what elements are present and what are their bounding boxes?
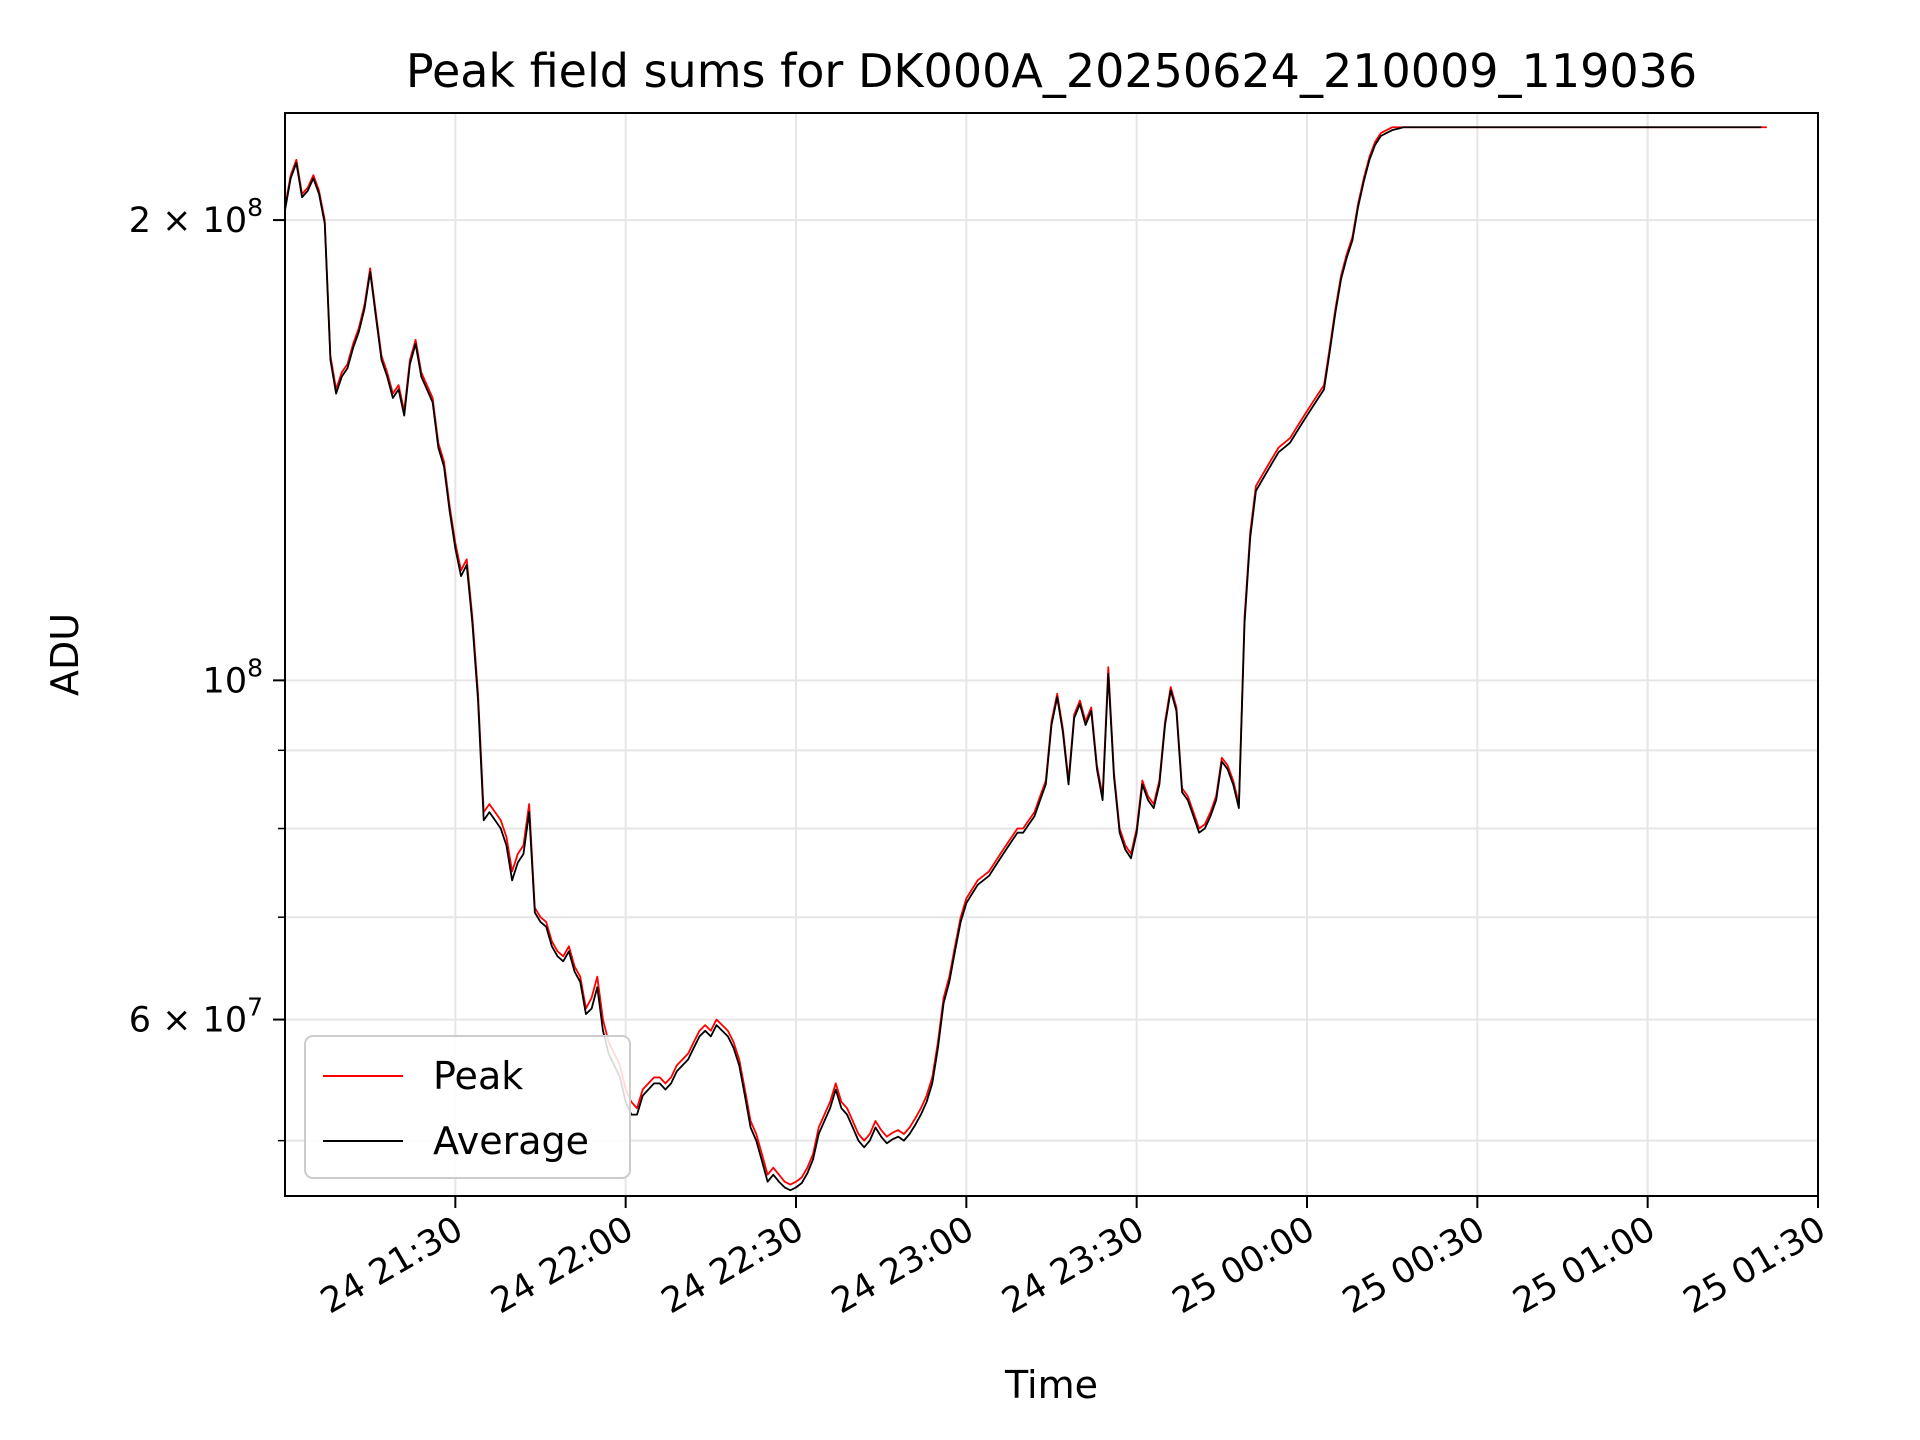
x-tick-label: 24 22:30	[655, 1209, 811, 1322]
series-line-average	[285, 126, 1762, 1192]
series-line-peak	[285, 126, 1767, 1186]
legend-label-average: Average	[433, 1119, 589, 1163]
x-tick-label: 24 23:30	[996, 1209, 1152, 1322]
x-tick-label: 25 00:30	[1336, 1209, 1492, 1322]
legend: Peak Average	[304, 1035, 631, 1179]
x-axis: 24 21:30 24 22:00 24 22:30 24 23:00 24 23:30…	[314, 1196, 1833, 1322]
y-tick-label-base: 6 × 10	[129, 1001, 247, 1041]
y-tick-label-exponent: 8	[247, 193, 263, 222]
x-axis-label: Time	[1004, 1363, 1098, 1407]
y-tick-label: 6 × 107	[129, 993, 263, 1041]
x-tick-label: 25 01:00	[1507, 1209, 1663, 1322]
y-tick-label: 2 × 108	[129, 193, 263, 241]
chart-title: Peak field sums for DK000A_20250624_2100…	[406, 44, 1697, 98]
x-tick-label: 24 22:00	[485, 1209, 641, 1322]
y-tick-label-base: 2 × 10	[129, 201, 247, 241]
y-tick-label-base: 10	[203, 661, 248, 701]
legend-box	[304, 1035, 631, 1179]
legend-label-peak: Peak	[433, 1054, 523, 1098]
x-tick-label: 25 00:00	[1166, 1209, 1322, 1322]
y-tick-label-exponent: 8	[247, 653, 263, 682]
x-tick-label: 24 23:00	[825, 1209, 981, 1322]
y-tick-label: 108	[203, 653, 263, 701]
x-tick-label: 25 01:30	[1677, 1209, 1833, 1322]
series-layer	[285, 126, 1767, 1192]
y-tick-label-exponent: 7	[247, 993, 263, 1022]
y-axis-label: ADU	[43, 613, 87, 696]
grid	[285, 113, 1819, 1196]
plot-frame	[284, 112, 1819, 1197]
x-tick-label: 24 21:30	[314, 1209, 470, 1322]
